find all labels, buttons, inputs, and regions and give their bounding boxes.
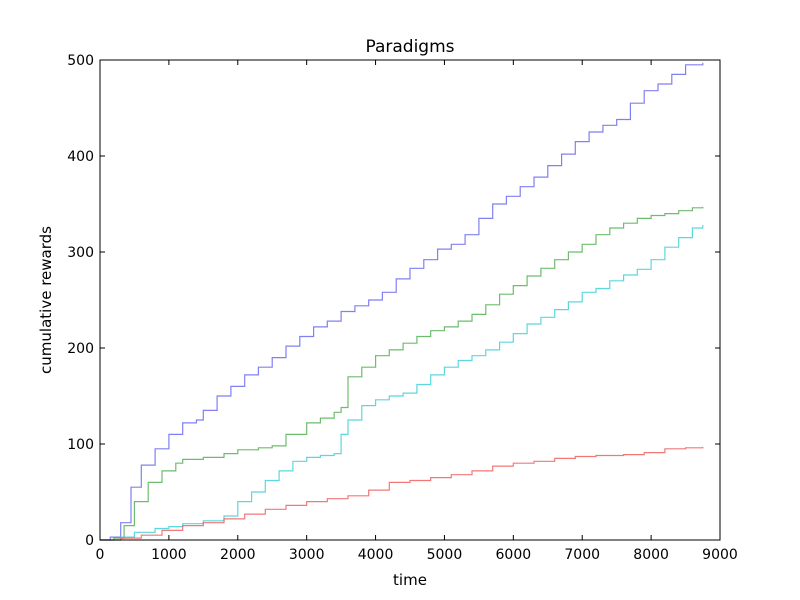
series-line-2 [100,225,704,541]
chart-title: Paradigms [365,37,454,57]
y-axis: 0 100 200 300 400 500 [67,53,720,549]
x-tick-label: 1000 [151,547,187,563]
x-tick-label: 3000 [289,547,325,563]
x-axis-label: time [393,571,427,589]
plot-frame [99,59,721,541]
x-tick-label: 2000 [220,547,256,563]
x-tick-label: 6000 [496,547,532,563]
series-line-0 [100,62,704,541]
y-tick-label: 300 [67,245,94,261]
x-tick-label: 5000 [427,547,463,563]
y-tick-label: 0 [85,533,94,549]
y-tick-label: 400 [67,149,94,165]
x-tick-label: 7000 [564,547,600,563]
y-tick-label: 100 [67,437,94,453]
x-tick-label: 9000 [702,547,738,563]
y-tick-label: 200 [67,341,94,357]
y-axis-label: cumulative rewards [37,226,55,374]
x-tick-label: 4000 [358,547,394,563]
series-line-1 [100,206,704,541]
y-tick-label: 500 [67,53,94,69]
series-line-3 [100,446,704,541]
x-tick-label: 8000 [633,547,669,563]
x-tick-label: 0 [96,547,105,563]
plot-area [100,62,704,541]
x-axis: 0 1000 2000 3000 4000 5000 6000 7000 8000 9000 [96,60,738,563]
